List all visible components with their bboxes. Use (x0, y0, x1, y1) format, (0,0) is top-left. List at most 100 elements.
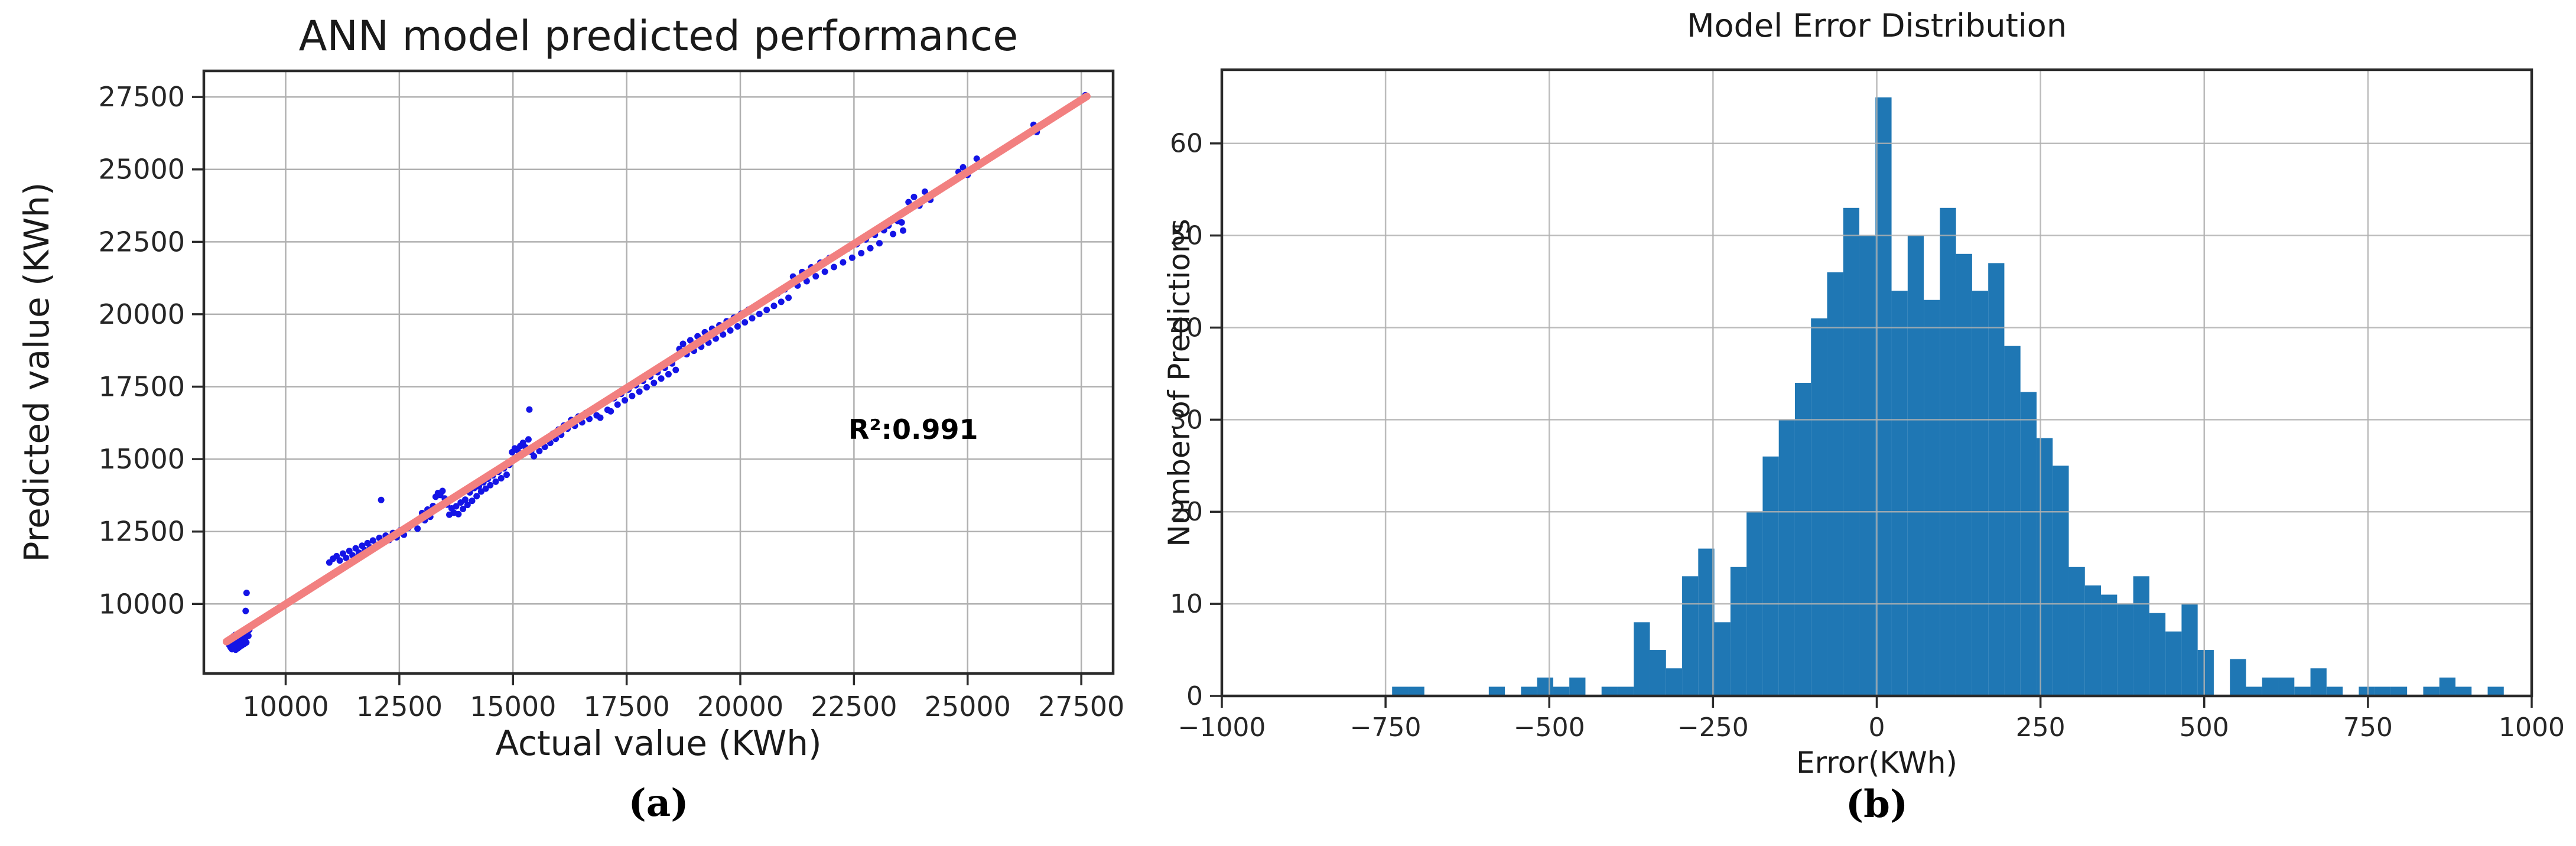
histogram-bar (1924, 300, 1940, 696)
scatter-point (487, 481, 494, 489)
scatter-point (469, 497, 476, 505)
scatter-point (679, 340, 687, 347)
scatter-point (378, 496, 385, 503)
histogram-bar (2359, 686, 2375, 696)
x-tick-label: 25000 (925, 691, 1011, 723)
scatter-point (848, 254, 856, 261)
scatter-point (243, 639, 250, 646)
scatter-point (536, 447, 543, 454)
scatter-point (525, 436, 532, 443)
scatter-point (840, 259, 847, 266)
x-tick-label: 10000 (242, 691, 328, 723)
y-tick-label: 10 (1170, 589, 1203, 619)
histogram-bar (2423, 686, 2440, 696)
scatter-point (665, 370, 672, 378)
histogram-bar (1714, 622, 1731, 696)
scatter-point (867, 245, 874, 252)
y-tick-label: 15000 (99, 443, 185, 475)
scatter-point (812, 273, 819, 280)
scatter-point (473, 493, 480, 500)
x-tick-label: −1000 (1178, 712, 1266, 743)
scatter-point (503, 471, 510, 479)
histogram-bar (2390, 686, 2408, 696)
histogram-bar (1843, 207, 1860, 697)
scatter-point (749, 315, 756, 322)
x-tick-label: −750 (1350, 712, 1422, 743)
scatter-point (973, 155, 980, 162)
y-tick-label: 12500 (99, 516, 185, 548)
y-tick-label: 20000 (99, 298, 185, 330)
scatter-point (905, 199, 912, 206)
y-tick-label: 30 (1170, 405, 1203, 435)
histogram-bar (1956, 253, 1972, 696)
scatter-point (336, 557, 343, 564)
histogram-bar (2197, 650, 2214, 696)
histogram-bar (2133, 576, 2149, 696)
histogram-bar (2004, 346, 2021, 696)
x-tick-label: 500 (2180, 712, 2229, 743)
scatter-point (910, 193, 918, 200)
x-tick-label: −500 (1514, 712, 1585, 743)
x-tick-label: 27500 (1038, 691, 1124, 723)
scatter-point (727, 327, 734, 334)
scatter-point (890, 230, 897, 237)
histogram-bar (2068, 567, 2085, 696)
histogram-bar (1698, 548, 1715, 696)
scatter-point (803, 278, 810, 285)
scatter-point (497, 474, 505, 481)
scatter-point (343, 554, 350, 561)
y-tick-label: 20 (1170, 497, 1203, 527)
scatter-point (492, 478, 499, 485)
scatter-point (614, 401, 621, 408)
scatter-point (439, 487, 446, 494)
histogram-bar (1650, 650, 1666, 696)
scatter-point (658, 375, 665, 382)
histogram-bar (2310, 668, 2327, 696)
histogram-bar (1859, 235, 1876, 696)
scatter-point (526, 406, 533, 413)
scatter-point (460, 505, 467, 512)
scatter-point (414, 525, 421, 532)
scatter-point (821, 268, 828, 275)
histogram-bar (2165, 631, 2182, 696)
scatter-point (607, 408, 614, 415)
scatter-point (899, 227, 906, 234)
histogram-bar (2455, 686, 2472, 696)
scatter-point (597, 414, 604, 421)
histogram-xlabel: Error(KWh) (1796, 746, 1958, 780)
histogram-bar (1730, 567, 1747, 696)
scatter-point (242, 607, 249, 614)
scatter-point (461, 496, 469, 503)
x-tick-label: −250 (1677, 712, 1749, 743)
histogram-bar (1569, 677, 1586, 696)
subfigure-caption-a: (a) (628, 781, 689, 825)
histogram-bar (1794, 383, 1811, 696)
scatter-point (453, 503, 460, 510)
histogram-bar (2326, 686, 2343, 696)
scatter-point (734, 323, 741, 330)
histogram-bar (2375, 686, 2391, 696)
scatter-point (831, 263, 838, 271)
histogram-bar (2084, 585, 2102, 696)
x-tick-label: 15000 (470, 691, 556, 723)
scatter-point (921, 188, 928, 195)
histogram-bar (1634, 622, 1650, 696)
axes-frame (202, 69, 1115, 675)
histogram-bar (2149, 613, 2166, 696)
histogram-bar (1617, 686, 1634, 696)
histogram-bar (1408, 686, 1424, 696)
scatter-point (770, 302, 778, 310)
histogram-bar (1891, 291, 1908, 696)
histogram-bar (2439, 677, 2455, 696)
x-tick-label: 750 (2343, 712, 2393, 743)
histogram-bar (1762, 456, 1779, 696)
scatter-xlabel: Actual value (KWh) (495, 723, 822, 763)
scatter-point (960, 164, 967, 171)
y-tick-label: 22500 (99, 226, 185, 258)
x-tick-label: 250 (2016, 712, 2066, 743)
histogram-bar (1682, 576, 1699, 696)
subfigure-caption-b: (b) (1845, 782, 1908, 827)
histogram-bar (2181, 604, 2198, 696)
x-tick-label: 12500 (356, 691, 443, 723)
